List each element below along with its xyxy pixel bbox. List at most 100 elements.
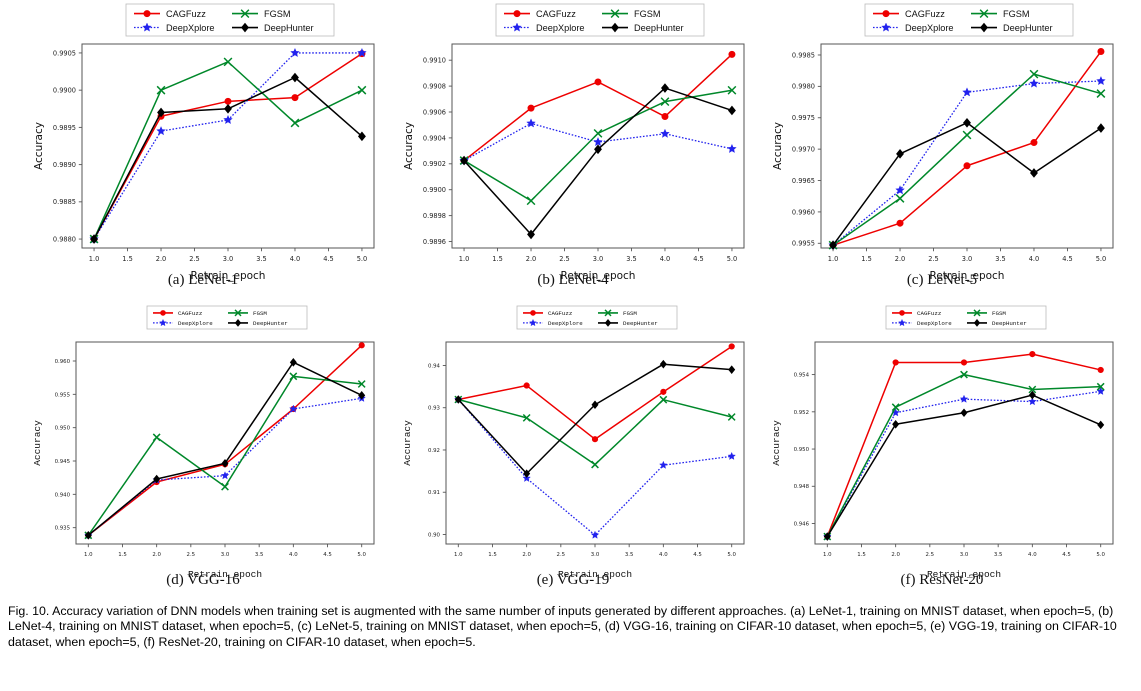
- data-point-deepxplore: [156, 126, 166, 136]
- x-tick-label: 4.5: [693, 255, 704, 263]
- data-point-deepxplore: [1029, 78, 1039, 88]
- data-point-deephunter: [1097, 420, 1105, 430]
- data-point-cagfuzz: [728, 50, 736, 58]
- x-tick-label: 5.0: [727, 255, 738, 263]
- data-point-fgsm: [962, 130, 972, 140]
- legend-label-fgsm: FGSM: [253, 310, 267, 317]
- data-point-deepxplore: [1096, 76, 1106, 86]
- y-axis-label: Accuracy: [771, 420, 782, 466]
- line-chart-b: 1.0 1.5 2.0 2.5 3.0 3.5 4.0 4.5 5.0 0.9896 0.9898 0…: [403, 3, 745, 282]
- y-tick-label: 0.9896: [423, 238, 446, 246]
- y-axis-label: Accuracy: [32, 420, 43, 466]
- y-tick-label: 0.92: [428, 448, 440, 454]
- x-tick-label: 2.5: [928, 255, 939, 263]
- subcaption-d: (d) VGG-16: [166, 572, 240, 588]
- x-axis-label: Retrain_epoch: [188, 569, 262, 580]
- legend-label-fgsm: FGSM: [264, 9, 291, 19]
- data-point-deephunter: [892, 420, 900, 429]
- data-point-fgsm: [526, 196, 536, 206]
- data-point-deepxplore: [895, 185, 905, 195]
- legend-marker-fgsm: [604, 309, 612, 317]
- legend-marker-deepxplore: [142, 22, 152, 32]
- y-tick-label: 0.9905: [53, 49, 76, 57]
- chart-legend: CAGFuzz FGSM DeepXplore DeepHunter: [885, 305, 1047, 330]
- y-axis-label: Accuracy: [403, 122, 415, 170]
- y-tick-label: 0.9906: [423, 108, 446, 116]
- x-tick-label: 1.5: [861, 255, 872, 263]
- data-point-deepxplore: [962, 87, 972, 97]
- legend-label-deepxplore: DeepXplore: [178, 320, 213, 327]
- legend-label-cagfuzz: CAGFuzz: [905, 9, 945, 19]
- x-tick-label: 4.5: [323, 255, 334, 263]
- data-point-fgsm: [659, 395, 668, 404]
- data-point-fgsm: [152, 433, 161, 442]
- data-point-deepxplore: [727, 451, 736, 460]
- y-axis-label: Accuracy: [33, 122, 45, 170]
- data-point-fgsm: [221, 482, 229, 491]
- legend-marker-cagfuzz: [143, 10, 151, 18]
- data-point-deephunter: [454, 395, 462, 404]
- plot-frame: [445, 341, 745, 545]
- y-tick-label: 0.955: [55, 392, 70, 398]
- y-tick-label: 0.9970: [792, 146, 815, 154]
- chart-legend: CAGFuzz FGSM DeepXplore DeepHunter: [495, 3, 705, 37]
- x-tick-label: 1.5: [488, 552, 497, 558]
- x-tick-label: 3.5: [256, 255, 267, 263]
- chart-panel-f: 1.0 1.5 2.0 2.5 3.0 3.5 4.0 4.5 5.0 0.946 0.948 0.9…: [757, 300, 1127, 600]
- data-point-deepxplore: [290, 47, 300, 57]
- legend-marker-cagfuzz: [160, 310, 166, 316]
- legend-marker-fgsm: [610, 9, 620, 19]
- legend-label-cagfuzz: CAGFuzz: [166, 9, 206, 19]
- data-point-fgsm: [357, 85, 367, 95]
- data-point-deephunter: [960, 408, 968, 418]
- legend-marker-deepxplore: [881, 22, 891, 32]
- y-tick-label: 0.935: [55, 526, 70, 532]
- legend-label-cagfuzz: CAGFuzz: [178, 310, 203, 317]
- data-point-deephunter: [1030, 168, 1038, 178]
- data-point-cagfuzz: [963, 162, 971, 170]
- data-point-cagfuzz: [1030, 139, 1038, 147]
- x-tick-label: 3.0: [962, 255, 973, 263]
- y-tick-label: 0.9980: [792, 83, 815, 91]
- y-axis-label: Accuracy: [772, 122, 784, 170]
- data-point-deepxplore: [526, 118, 536, 128]
- plot-host-e: 1.0 1.5 2.0 2.5 3.0 3.5 4.0 4.5 5.0 0.90 0.91 0.92 0…: [388, 300, 758, 600]
- legend-label-deephunter: DeepHunter: [623, 320, 658, 327]
- x-tick-label: 2.0: [526, 255, 537, 263]
- legend-marker-deephunter: [980, 22, 988, 33]
- data-point-cagfuzz: [358, 342, 365, 349]
- data-point-fgsm: [223, 57, 233, 67]
- legend-marker-cagfuzz: [882, 10, 890, 18]
- subcaption-f: (f) ResNet-20: [900, 572, 984, 588]
- data-point-deepxplore: [659, 460, 668, 469]
- x-tick-label: 1.5: [492, 255, 503, 263]
- x-tick-label: 5.0: [727, 552, 736, 558]
- data-point-fgsm: [660, 97, 670, 107]
- data-point-cagfuzz: [728, 343, 735, 350]
- legend-marker-deephunter: [234, 319, 242, 327]
- data-point-deephunter: [157, 107, 165, 118]
- data-point-deepxplore: [1028, 397, 1037, 406]
- x-tick-label: 2.5: [189, 255, 200, 263]
- data-point-cagfuzz: [594, 78, 602, 86]
- legend-label-deephunter: DeepHunter: [264, 23, 314, 33]
- data-point-cagfuzz: [523, 382, 530, 389]
- plot-host-a: 1.0 1.5 2.0 2.5 3.0 3.5 4.0 4.5 5.0 0.9880 0.9885 0…: [18, 0, 388, 300]
- x-tick-label: 4.0: [1029, 255, 1040, 263]
- x-tick-label: 3.0: [221, 552, 230, 558]
- y-tick-label: 0.9902: [423, 160, 446, 168]
- chart-legend: CAGFuzz FGSM DeepXplore DeepHunter: [516, 305, 678, 330]
- y-tick-label: 0.945: [55, 459, 70, 465]
- legend-label-deepxplore: DeepXplore: [905, 23, 954, 33]
- x-tick-label: 1.0: [459, 255, 470, 263]
- subcaption-c: (c) LeNet-5: [906, 272, 978, 288]
- data-point-deephunter: [224, 103, 232, 114]
- y-tick-label: 0.9910: [423, 57, 446, 65]
- x-tick-label: 2.0: [152, 552, 161, 558]
- chart-panel-a: 1.0 1.5 2.0 2.5 3.0 3.5 4.0 4.5 5.0 0.9880 0.9885 0…: [18, 0, 388, 300]
- y-tick-label: 0.9890: [53, 161, 76, 169]
- x-axis-label: Retrain_epoch: [927, 569, 1001, 580]
- legend-marker-deephunter: [611, 22, 619, 33]
- legend-marker-fgsm: [973, 309, 981, 317]
- data-point-fgsm: [960, 370, 968, 379]
